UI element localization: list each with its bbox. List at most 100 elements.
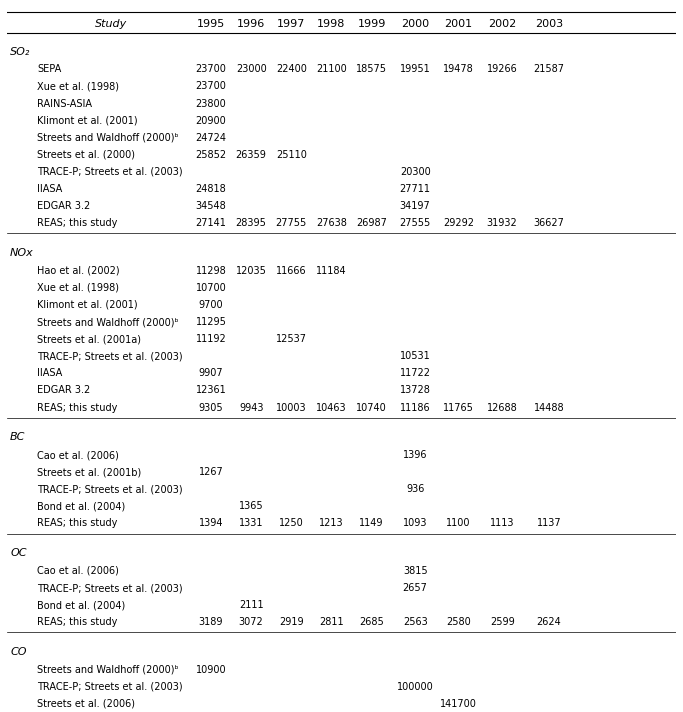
Text: 1996: 1996	[237, 19, 265, 28]
Text: 1396: 1396	[403, 450, 428, 460]
Text: REAS; this study: REAS; this study	[37, 402, 117, 412]
Text: Streets and Waldhoff (2000)ᵇ: Streets and Waldhoff (2000)ᵇ	[37, 317, 178, 327]
Text: BC: BC	[10, 432, 25, 442]
Text: 10463: 10463	[316, 402, 347, 412]
Text: 2685: 2685	[359, 617, 384, 627]
Text: 27555: 27555	[400, 219, 431, 229]
Text: 10900: 10900	[195, 665, 226, 675]
Text: 12035: 12035	[236, 266, 266, 276]
Text: 11666: 11666	[276, 266, 307, 276]
Text: 10003: 10003	[276, 402, 307, 412]
Text: NOx: NOx	[10, 248, 34, 258]
Text: Klimont et al. (2001): Klimont et al. (2001)	[37, 115, 137, 126]
Text: 1365: 1365	[239, 501, 264, 511]
Text: 34197: 34197	[400, 201, 430, 211]
Text: 2624: 2624	[537, 617, 561, 627]
Text: 11298: 11298	[195, 266, 226, 276]
Text: 1137: 1137	[537, 518, 561, 528]
Text: 2919: 2919	[279, 617, 304, 627]
Text: Streets et al. (2006): Streets et al. (2006)	[37, 699, 135, 709]
Text: 9907: 9907	[199, 368, 223, 378]
Text: 34548: 34548	[195, 201, 226, 211]
Text: TRACE-P; Streets et al. (2003): TRACE-P; Streets et al. (2003)	[37, 682, 182, 692]
Text: 1995: 1995	[197, 19, 225, 28]
Text: TRACE-P; Streets et al. (2003): TRACE-P; Streets et al. (2003)	[37, 167, 182, 177]
Text: 24818: 24818	[195, 184, 226, 194]
Text: 2580: 2580	[446, 617, 471, 627]
Text: 1149: 1149	[359, 518, 384, 528]
Text: 23700: 23700	[195, 81, 227, 91]
Text: 3072: 3072	[239, 617, 264, 627]
Text: 1250: 1250	[279, 518, 304, 528]
Text: REAS; this study: REAS; this study	[37, 518, 117, 528]
Text: 27638: 27638	[316, 219, 347, 229]
Text: REAS; this study: REAS; this study	[37, 617, 117, 627]
Text: 11722: 11722	[400, 368, 430, 378]
Text: Bond et al. (2004): Bond et al. (2004)	[37, 600, 125, 610]
Text: 9943: 9943	[239, 402, 264, 412]
Text: Cao et al. (2006): Cao et al. (2006)	[37, 450, 119, 460]
Text: IIASA: IIASA	[37, 184, 62, 194]
Text: 12537: 12537	[276, 334, 307, 344]
Text: Bond et al. (2004): Bond et al. (2004)	[37, 501, 125, 511]
Text: 14488: 14488	[533, 402, 564, 412]
Text: 12361: 12361	[195, 385, 226, 395]
Text: Study: Study	[94, 19, 127, 28]
Text: SO₂: SO₂	[10, 47, 31, 57]
Text: 1998: 1998	[318, 19, 346, 28]
Text: Streets and Waldhoff (2000)ᵇ: Streets and Waldhoff (2000)ᵇ	[37, 132, 178, 143]
Text: Streets et al. (2001b): Streets et al. (2001b)	[37, 467, 141, 477]
Text: 2599: 2599	[490, 617, 514, 627]
Text: 3815: 3815	[403, 566, 428, 576]
Text: 29292: 29292	[443, 219, 474, 229]
Text: Xue et al. (1998): Xue et al. (1998)	[37, 283, 119, 293]
Text: 1999: 1999	[357, 19, 386, 28]
Text: 13728: 13728	[400, 385, 430, 395]
Text: 10740: 10740	[357, 402, 387, 412]
Text: TRACE-P; Streets et al. (2003): TRACE-P; Streets et al. (2003)	[37, 484, 182, 494]
Text: 2000: 2000	[401, 19, 429, 28]
Text: 21587: 21587	[533, 64, 564, 74]
Text: 21100: 21100	[316, 64, 347, 74]
Text: 1997: 1997	[277, 19, 305, 28]
Text: RAINS-ASIA: RAINS-ASIA	[37, 98, 92, 109]
Text: 28395: 28395	[236, 219, 266, 229]
Text: 36627: 36627	[533, 219, 564, 229]
Text: EDGAR 3.2: EDGAR 3.2	[37, 201, 90, 211]
Text: 31932: 31932	[487, 219, 518, 229]
Text: 2111: 2111	[239, 600, 264, 610]
Text: 2003: 2003	[535, 19, 563, 28]
Text: 1213: 1213	[319, 518, 344, 528]
Text: 27711: 27711	[400, 184, 430, 194]
Text: Klimont et al. (2001): Klimont et al. (2001)	[37, 300, 137, 310]
Text: 12688: 12688	[487, 402, 518, 412]
Text: 2002: 2002	[488, 19, 516, 28]
Text: Streets and Waldhoff (2000)ᵇ: Streets and Waldhoff (2000)ᵇ	[37, 665, 178, 675]
Text: 1267: 1267	[199, 467, 223, 477]
Text: 2001: 2001	[445, 19, 473, 28]
Text: CO: CO	[10, 647, 27, 657]
Text: EDGAR 3.2: EDGAR 3.2	[37, 385, 90, 395]
Text: 23000: 23000	[236, 64, 266, 74]
Text: 9305: 9305	[199, 402, 223, 412]
Text: 1100: 1100	[447, 518, 471, 528]
Text: REAS; this study: REAS; this study	[37, 219, 117, 229]
Text: 1093: 1093	[403, 518, 428, 528]
Text: 3189: 3189	[199, 617, 223, 627]
Text: 19266: 19266	[487, 64, 518, 74]
Text: 1331: 1331	[239, 518, 264, 528]
Text: 10531: 10531	[400, 351, 430, 361]
Text: 22400: 22400	[276, 64, 307, 74]
Text: 1113: 1113	[490, 518, 514, 528]
Text: 11192: 11192	[195, 334, 226, 344]
Text: OC: OC	[10, 548, 27, 558]
Text: 936: 936	[406, 484, 424, 494]
Text: 11186: 11186	[400, 402, 430, 412]
Text: 100000: 100000	[397, 682, 434, 692]
Text: 20300: 20300	[400, 167, 430, 177]
Text: Streets et al. (2000): Streets et al. (2000)	[37, 150, 135, 160]
Text: 26359: 26359	[236, 150, 266, 160]
Text: 23800: 23800	[195, 98, 226, 109]
Text: 11765: 11765	[443, 402, 474, 412]
Text: 24724: 24724	[195, 132, 227, 143]
